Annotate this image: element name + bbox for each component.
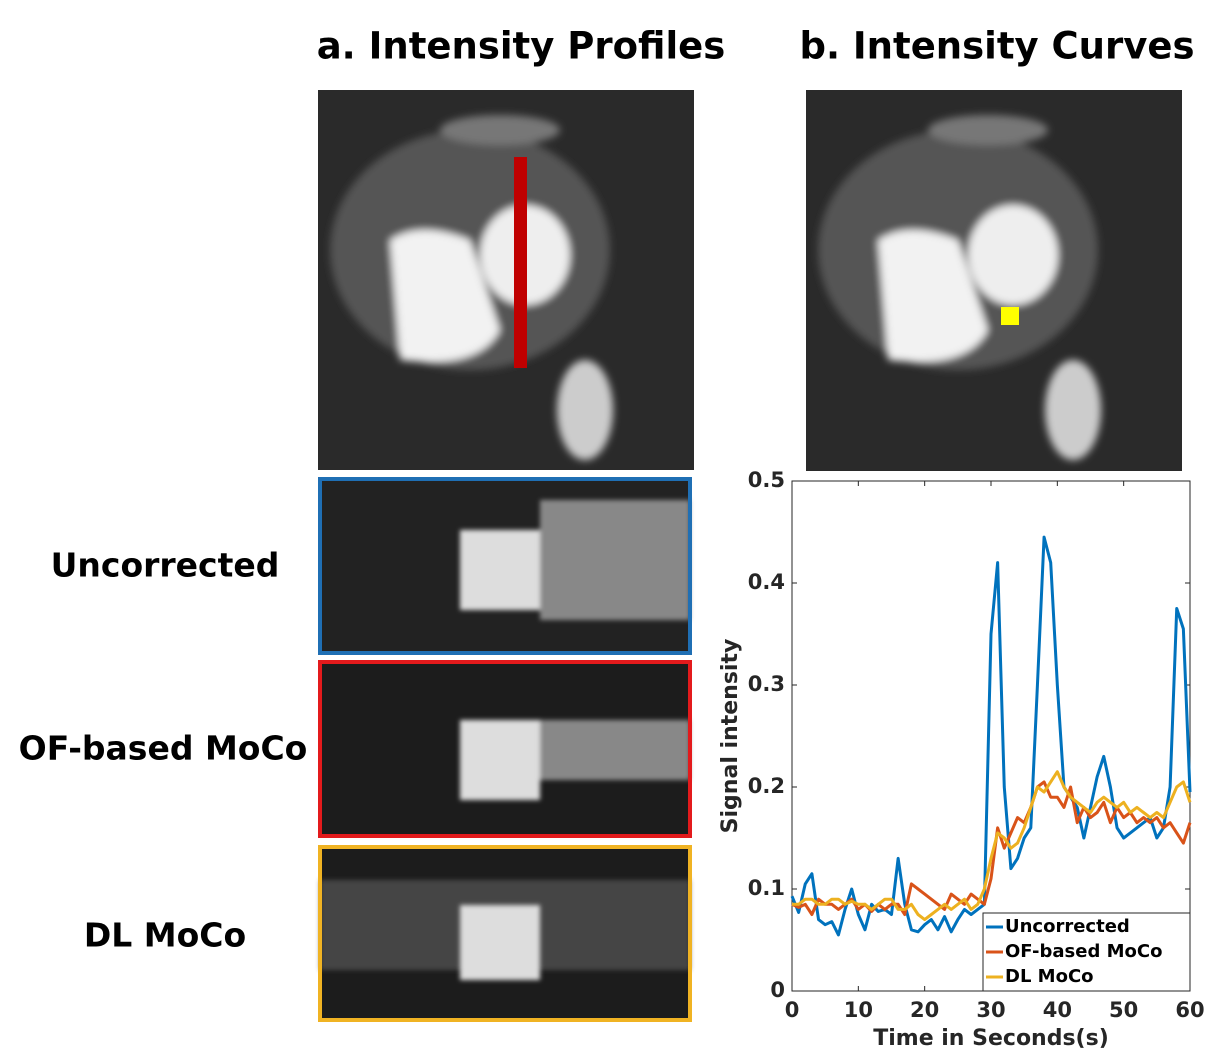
mri-image [318,90,694,470]
x-tick-label: 10 [844,998,873,1022]
x-tick-label: 20 [910,998,939,1022]
x-tick-label: 60 [1175,998,1204,1022]
y-tick-label: 0.2 [748,774,785,798]
panel-title: b. Intensity Curves [799,25,1194,68]
y-tick-label: 0.5 [748,468,785,492]
data-line [791,780,1192,916]
y-tick-label: 0.3 [748,672,785,696]
legend-label: DL MoCo [1005,966,1094,987]
legend-label: Uncorrected [1005,916,1130,937]
data-line [790,535,1192,937]
x-tick-label: 40 [1043,998,1072,1022]
row-label: DL MoCo [84,916,246,955]
profile-strip [318,477,692,655]
row-label: OF-based MoCo [19,729,308,768]
data-line [792,770,1192,922]
legend-box [982,912,1191,992]
legend-label: OF-based MoCo [1005,941,1162,962]
plot-area [791,480,1191,992]
profile-line [514,157,527,368]
y-axis-label: Signal intensity [718,639,743,834]
mri-image [806,90,1182,471]
x-tick-label: 0 [785,998,800,1022]
roi-marker [1001,307,1019,325]
line-chart: 0 0.1 0.2 0.3 0.4 0.5 0 10 20 30 40 50 60 Time in Sec… [718,468,1205,1051]
row-label: Uncorrected [51,546,280,585]
y-tick-label: 0.4 [748,570,785,594]
x-axis-label: Time in Seconds(s) [873,1026,1109,1051]
panel-title: a. Intensity Profiles [317,25,726,68]
profile-strip [318,660,692,838]
x-tick-label: 50 [1109,998,1138,1022]
x-tick-label: 30 [976,998,1005,1022]
y-tick-label: 0.1 [748,876,785,900]
profile-strip [318,845,692,1022]
y-tick-label: 0 [770,978,785,1002]
